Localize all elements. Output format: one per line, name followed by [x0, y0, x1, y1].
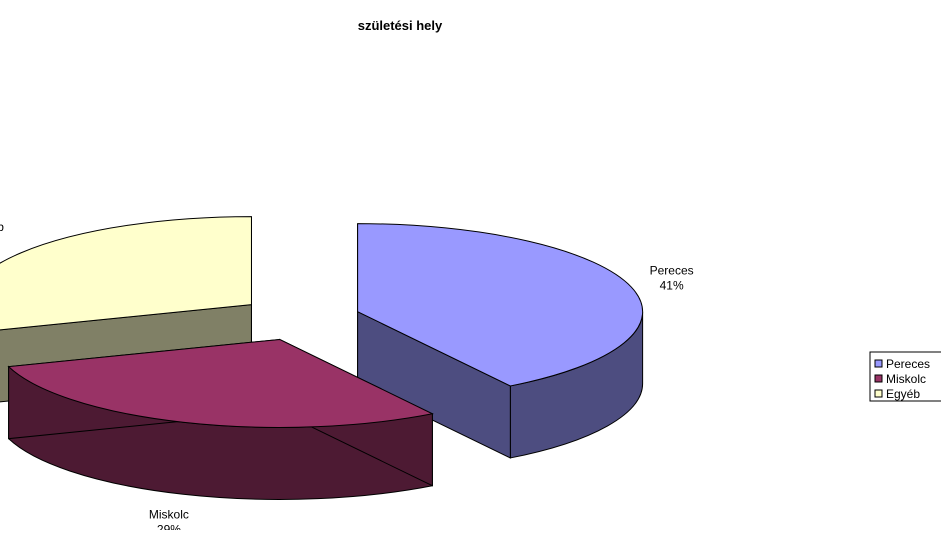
slices-layer: [0, 216, 644, 500]
slice-pereces: [357, 223, 644, 459]
legend-label-pereces: Pereces: [886, 357, 930, 371]
slice-top-egyéb: [0, 216, 252, 331]
slice-miskolc: [7, 338, 434, 500]
data-label-egyéb: Egyéb30%: [0, 220, 4, 249]
legend-label-miskolc: Miskolc: [886, 372, 926, 386]
data-label-pereces: Pereces 41%: [650, 264, 694, 293]
chart-title: születési hely: [358, 18, 443, 33]
legend-label-egyéb: Egyéb: [886, 387, 920, 401]
data-label-miskolc: Miskolc 29%: [149, 507, 189, 530]
legend-swatch-pereces: [874, 359, 883, 368]
slice-top-pereces: [357, 223, 644, 387]
legend-swatch-egyéb: [874, 389, 883, 398]
legend-swatch-miskolc: [874, 374, 883, 383]
slice-top-miskolc: [7, 338, 434, 428]
